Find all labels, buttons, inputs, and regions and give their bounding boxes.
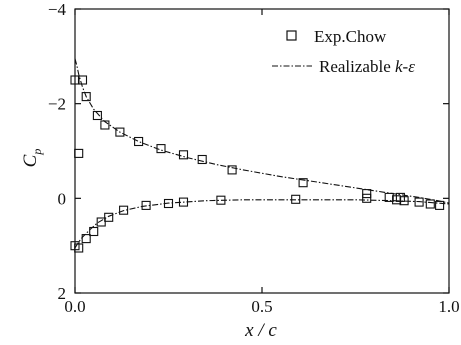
data-point-marker: [362, 193, 372, 203]
data-point-marker: [298, 178, 308, 188]
data-point-marker: [156, 144, 166, 154]
x-tick-label: 0.5: [251, 297, 272, 316]
data-point-marker: [414, 197, 424, 207]
plot-border: [74, 8, 450, 294]
y-tick-label: 2: [58, 284, 67, 303]
data-point-marker: [81, 92, 91, 102]
data-point-marker: [77, 75, 88, 85]
axis-ticks: 0.0 0.5 1.0 −4 −2 0 2: [48, 0, 460, 316]
x-tick-label: 1.0: [438, 297, 459, 316]
data-point-marker: [178, 197, 189, 207]
data-point-marker: [115, 127, 125, 137]
data-point-marker: [89, 226, 99, 237]
x-tick-label: 0.0: [64, 297, 85, 316]
data-point-marker: [399, 196, 409, 206]
legend-label-model: Realizable k-ε: [319, 57, 415, 76]
model-curves: [74, 58, 450, 249]
data-point-marker: [119, 205, 129, 215]
data-point-marker: [425, 199, 435, 209]
data-point-marker: [100, 120, 110, 130]
legend: Exp.Chow Realizable k-ε: [272, 27, 415, 76]
y-axis-title: Cp: [20, 149, 44, 168]
data-point-marker: [134, 136, 144, 147]
data-point-marker: [216, 195, 226, 205]
data-point-marker: [96, 217, 106, 227]
data-point-marker: [92, 110, 102, 121]
data-point-marker: [362, 189, 372, 199]
plot-area: [74, 8, 450, 294]
data-point-marker: [435, 200, 445, 210]
experimental-markers: [70, 75, 445, 253]
model-line-lower: [74, 199, 450, 249]
legend-label-exp: Exp.Chow: [314, 27, 387, 46]
data-point-marker: [384, 192, 394, 202]
data-point-marker: [178, 150, 189, 160]
y-tick-label: −4: [48, 0, 67, 19]
data-point-marker: [197, 154, 207, 165]
data-point-marker: [74, 243, 84, 253]
data-point-marker: [227, 165, 237, 175]
y-tick-label: 0: [58, 189, 67, 208]
data-point-marker: [104, 212, 114, 222]
data-point-marker: [163, 198, 174, 209]
y-tick-label: −2: [48, 95, 66, 114]
data-point-marker: [141, 200, 151, 210]
data-point-marker: [81, 234, 91, 244]
model-line-upper: [74, 58, 450, 204]
legend-marker-exp: [286, 30, 297, 41]
data-point-marker: [74, 148, 84, 158]
x-axis-title: x / c: [244, 320, 277, 341]
data-point-marker: [291, 194, 301, 204]
